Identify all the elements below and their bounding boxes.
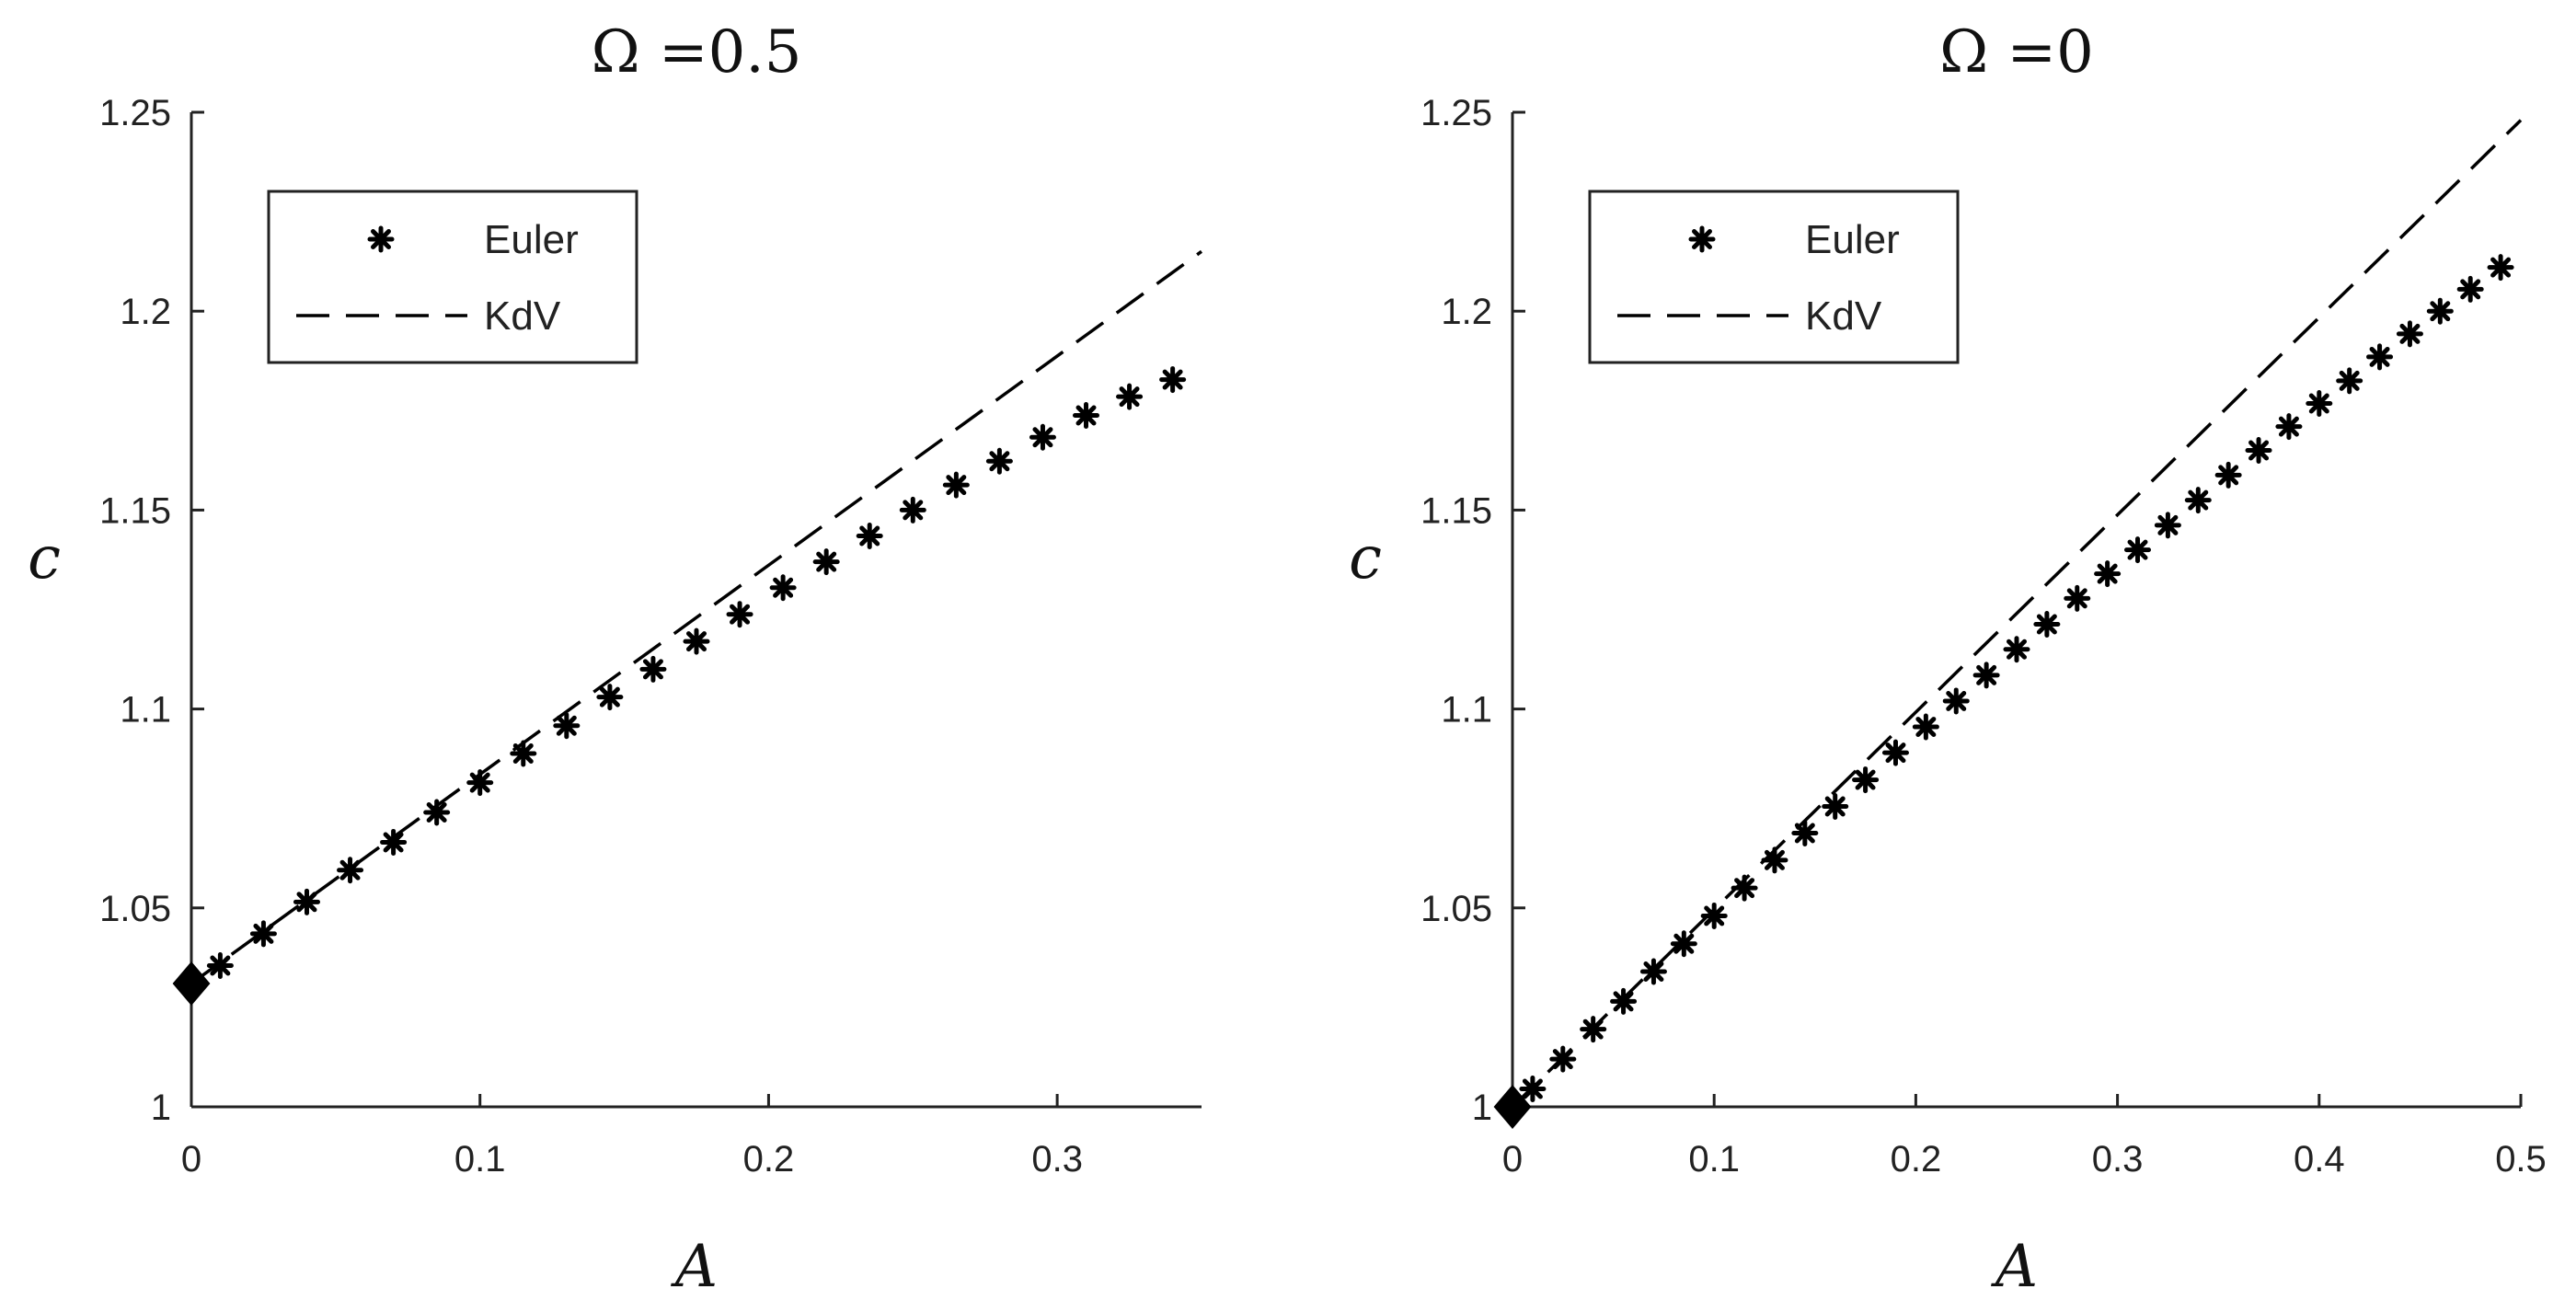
euler-point — [423, 799, 451, 826]
x-tick-label: 0.3 — [2092, 1139, 2144, 1180]
legend-euler-marker — [367, 225, 395, 253]
y-tick-label: 1.1 — [1441, 690, 1492, 731]
series-kdv-line — [1511, 119, 2523, 1109]
euler-point — [1116, 383, 1144, 410]
legend-label-kdv: KdV — [484, 293, 561, 339]
euler-point — [249, 920, 277, 948]
euler-point — [1639, 958, 1667, 985]
series-euler — [206, 366, 1187, 979]
legend: Euler KdV — [1588, 190, 1960, 364]
euler-point — [1670, 930, 1697, 958]
euler-point — [1791, 820, 1819, 847]
euler-point — [2426, 297, 2454, 325]
euler-point — [2184, 487, 2212, 514]
euler-point — [1912, 713, 1939, 741]
euler-point — [639, 655, 667, 683]
euler-point — [1942, 687, 1970, 715]
x-tick-label: 0.1 — [454, 1139, 506, 1180]
euler-point — [2214, 461, 2242, 489]
euler-point — [596, 684, 624, 711]
chart-title: Ω =0 — [1939, 18, 2094, 86]
euler-point — [1029, 423, 1056, 451]
euler-point — [812, 548, 840, 576]
chart-title: Ω =0.5 — [592, 18, 802, 86]
y-tick-label: 1.2 — [120, 292, 171, 332]
euler-point — [726, 601, 753, 628]
chart-panel-omega-0-5: Ω =0.5 1 1.05 1.1 1.15 1.2 1.25 0 0.1 0.2 0.3 Ac Eul… — [28, 18, 1203, 1301]
euler-point — [2396, 320, 2423, 348]
y-tick-label: 1 — [151, 1088, 171, 1128]
euler-point — [293, 888, 320, 915]
euler-point — [683, 627, 710, 655]
y-tick-label: 1 — [1472, 1088, 1492, 1128]
series-kdv-line — [190, 249, 1203, 985]
x-tick-label: 0.2 — [743, 1139, 795, 1180]
x-axis-label: A — [1991, 1233, 2038, 1301]
euler-point — [1159, 366, 1187, 394]
euler-point — [2064, 584, 2091, 612]
x-axis-label: A — [671, 1233, 718, 1301]
euler-point — [2306, 390, 2333, 418]
euler-point — [510, 740, 537, 767]
euler-point — [1610, 987, 1638, 1015]
legend-label-euler: Euler — [1805, 217, 1900, 262]
euler-point — [899, 496, 926, 524]
euler-point — [2456, 275, 2484, 303]
euler-point — [985, 447, 1013, 475]
euler-point — [769, 574, 797, 602]
legend: Euler KdV — [267, 190, 638, 364]
series-euler — [1519, 254, 2514, 1103]
legend-label-euler: Euler — [484, 217, 579, 262]
euler-point — [2124, 536, 2152, 564]
chart-panel-omega-0: Ω =0 1 1.05 1.1 1.15 1.2 1.25 0 0.1 0.2 0.3 0.4 0.5 A… — [1349, 18, 2547, 1301]
x-tick-label: 0 — [181, 1139, 201, 1180]
euler-point — [2336, 367, 2363, 395]
legend-euler-marker — [1688, 225, 1716, 253]
legend-box — [267, 190, 638, 364]
y-tick-label: 1.1 — [120, 690, 171, 731]
diamond-marker — [1493, 1085, 1532, 1129]
euler-point — [553, 712, 581, 740]
x-tick-label: 0.5 — [2495, 1139, 2547, 1180]
euler-point — [2275, 413, 2303, 441]
y-axis-label: c — [28, 524, 61, 593]
x-tick-label: 0.1 — [1688, 1139, 1740, 1180]
x-tick-label: 0.4 — [2294, 1139, 2345, 1180]
legend-label-kdv: KdV — [1805, 293, 1882, 339]
euler-point — [856, 523, 883, 550]
euler-point — [2487, 254, 2514, 282]
euler-point — [1881, 739, 1909, 766]
legend-box — [1588, 190, 1960, 364]
y-tick-label: 1.05 — [1420, 889, 1492, 929]
euler-point — [2003, 636, 2030, 663]
euler-point — [2094, 560, 2122, 588]
x-tick-label: 0.2 — [1891, 1139, 1942, 1180]
euler-point — [2366, 343, 2394, 371]
euler-point — [1073, 401, 1100, 429]
diamond-marker — [172, 961, 211, 1006]
y-tick-label: 1.2 — [1441, 292, 1492, 332]
euler-point — [1972, 662, 2000, 689]
euler-point — [2033, 610, 2061, 638]
y-tick-label: 1.15 — [1420, 490, 1492, 531]
euler-point — [2154, 512, 2181, 539]
y-tick-label: 1.25 — [1420, 93, 1492, 133]
y-tick-label: 1.05 — [99, 889, 171, 929]
y-tick-label: 1.25 — [99, 93, 171, 133]
euler-point — [206, 951, 234, 979]
euler-point — [2245, 437, 2272, 465]
x-tick-label: 0 — [1502, 1139, 1523, 1180]
euler-point — [1852, 766, 1880, 794]
euler-point — [1822, 793, 1849, 821]
euler-point — [942, 471, 970, 499]
y-axis-label: c — [1349, 524, 1382, 593]
x-tick-label: 0.3 — [1031, 1139, 1083, 1180]
euler-point — [380, 828, 408, 856]
y-tick-label: 1.15 — [99, 490, 171, 531]
